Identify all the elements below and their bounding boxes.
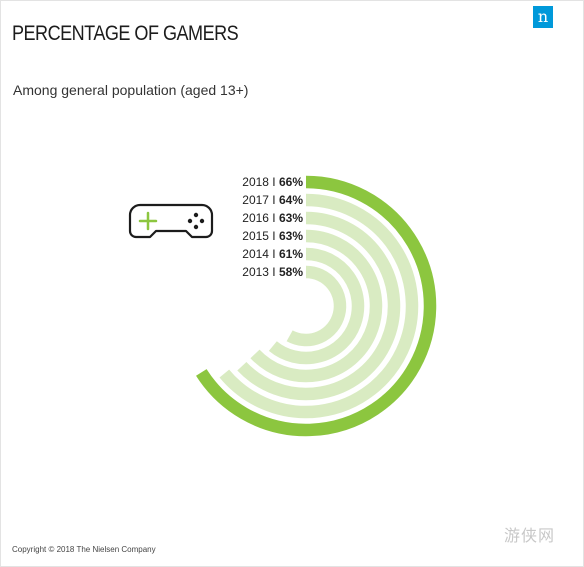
arc-2015 [250, 229, 383, 383]
year-label: 2015 [242, 229, 272, 243]
value-label: 66% [279, 175, 303, 189]
label-2015: 2015 I 63% [242, 229, 303, 243]
arc-2014 [268, 247, 365, 365]
separator: I [272, 193, 279, 207]
watermark-logo: 游侠网 [504, 526, 556, 545]
value-label: 63% [279, 229, 303, 243]
year-label: 2013 [242, 265, 272, 279]
label-2013: 2013 I 58% [242, 265, 303, 279]
separator: I [272, 175, 279, 189]
label-2017: 2017 I 64% [242, 193, 303, 207]
label-2018: 2018 I 66% [242, 175, 303, 189]
value-label: 64% [279, 193, 303, 207]
label-2014: 2014 I 61% [242, 247, 303, 261]
arc-2016 [237, 211, 401, 401]
value-label: 58% [279, 265, 303, 279]
arc-2013 [286, 265, 347, 347]
copyright-text: Copyright © 2018 The Nielsen Company [12, 545, 156, 554]
chart-arcs [196, 175, 437, 437]
label-2016: 2016 I 63% [242, 211, 303, 225]
separator: I [272, 211, 279, 225]
year-label: 2016 [242, 211, 272, 225]
arc-2017 [219, 193, 419, 419]
separator: I [272, 229, 279, 243]
chart-title: PERCENTAGE OF GAMERS [12, 22, 239, 45]
nielsen-logo: n [533, 6, 553, 28]
separator: I [272, 247, 279, 261]
year-label: 2018 [242, 175, 272, 189]
chart-subtitle: Among general population (aged 13+) [13, 82, 249, 98]
value-label: 61% [279, 247, 303, 261]
year-label: 2014 [242, 247, 272, 261]
separator: I [272, 265, 279, 279]
gamepad-icon [128, 203, 214, 239]
chart-labels: 2018 I 66%2017 I 64%2016 I 63%2015 I 63%… [242, 175, 303, 279]
arc-2018 [196, 175, 437, 437]
year-label: 2017 [242, 193, 272, 207]
value-label: 63% [279, 211, 303, 225]
